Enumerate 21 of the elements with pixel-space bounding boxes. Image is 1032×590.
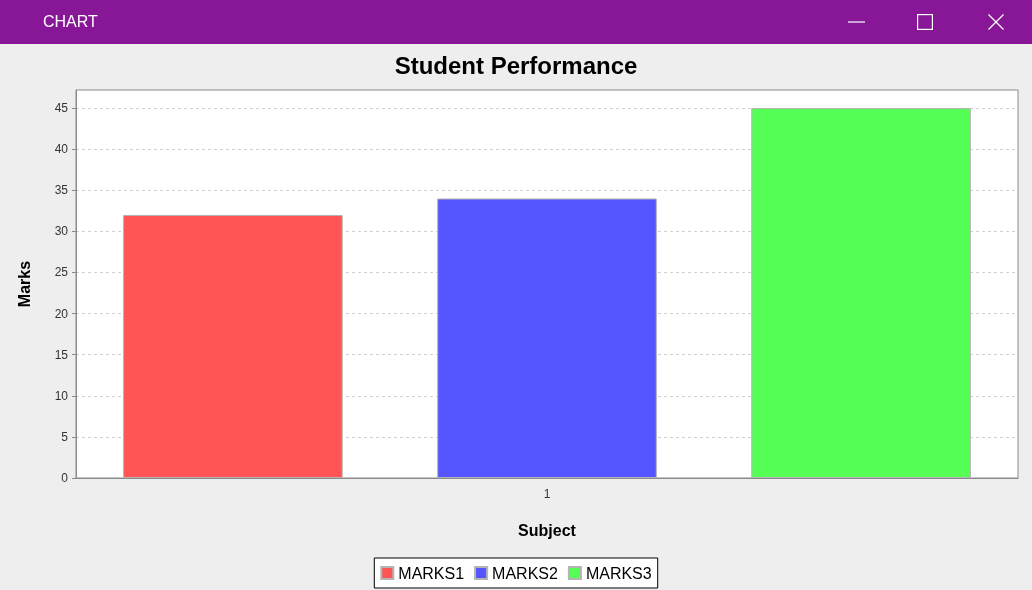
y-tick-label: 30	[54, 224, 69, 239]
bar	[123, 214, 343, 478]
x-tick-label: 1	[543, 487, 551, 501]
y-tick-label: 15	[54, 347, 69, 362]
y-tick-label: 10	[54, 388, 69, 403]
y-tick-label: 45	[54, 101, 69, 116]
legend-label: MARKS3	[585, 564, 652, 582]
legend-label: MARKS1	[398, 564, 465, 582]
text: CHART	[43, 12, 98, 32]
y-tick-label: 40	[54, 142, 69, 157]
legend-label: MARKS2	[492, 564, 558, 582]
y-tick-label: 20	[54, 306, 69, 321]
x-axis-title: Subject	[518, 521, 577, 539]
bar	[437, 198, 657, 478]
y-tick-label: 0	[61, 471, 69, 485]
chart-title: Student Performance	[394, 51, 638, 79]
y-tick-label: 35	[54, 183, 69, 198]
y-tick-label: 5	[61, 429, 69, 444]
y-tick-label: 25	[54, 265, 69, 280]
y-axis-title: Marks	[15, 260, 33, 308]
bar	[751, 108, 971, 478]
